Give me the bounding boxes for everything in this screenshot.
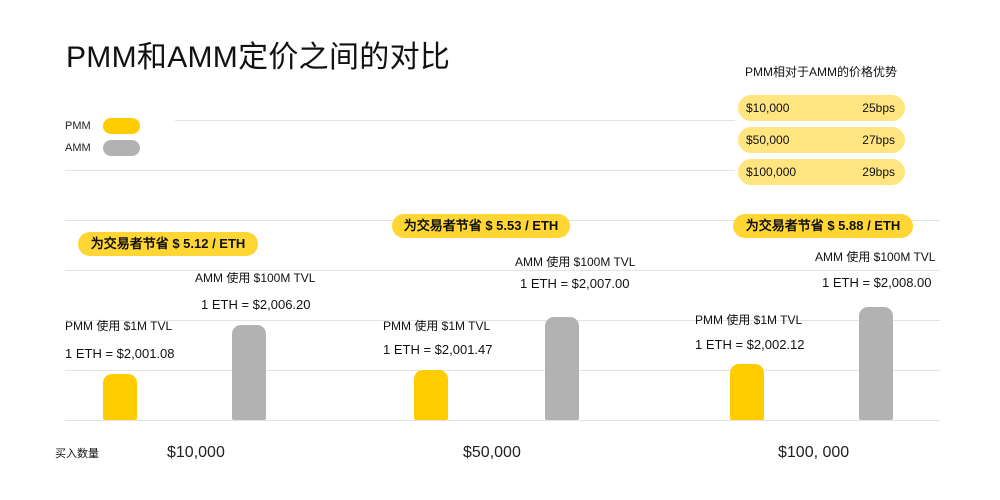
pmm-price-label: 1 ETH = $2,001.08 (65, 346, 175, 361)
amm-tvl-label: AMM 使用 $100M TVL (815, 250, 936, 264)
gridline (65, 270, 940, 271)
legend-label-pmm: PMM (65, 120, 91, 132)
bar-amm-50000 (545, 316, 579, 420)
x-tick-label: $100, 000 (778, 444, 850, 461)
advantage-bps: 29bps (862, 165, 895, 179)
bar-amm-100000 (859, 307, 893, 420)
savings-callout-10000: 为交易者节省 $ 5.12 / ETH (78, 232, 258, 256)
baseline-gridline (65, 420, 940, 421)
amm-price-label: 1 ETH = $2,006.20 (201, 297, 311, 312)
amm-price-label: 1 ETH = $2,007.00 (520, 276, 630, 291)
legend-swatch-amm (103, 140, 140, 156)
pmm-price-label: 1 ETH = $2,001.47 (383, 342, 493, 357)
legend-swatch-pmm (103, 118, 140, 134)
legend-label-amm: AMM (65, 142, 91, 154)
pmm-tvl-label: PMM 使用 $1M TVL (65, 319, 173, 333)
price-advantage-row: $50,000 27bps (738, 127, 905, 153)
gridline (65, 370, 940, 371)
gridline (65, 170, 735, 171)
price-advantage-title: PMM相对于AMM的价格优势 (745, 65, 897, 79)
amm-tvl-label: AMM 使用 $100M TVL (195, 271, 316, 285)
advantage-amount: $10,000 (746, 101, 790, 115)
advantage-amount: $50,000 (746, 133, 790, 147)
x-tick-label: $50,000 (463, 444, 521, 461)
x-axis-label: 买入数量 (55, 448, 99, 460)
price-advantage-row: $100,000 29bps (738, 159, 905, 185)
advantage-bps: 27bps (862, 133, 895, 147)
savings-callout-50000: 为交易者节省 $ 5.53 / ETH (392, 214, 570, 238)
gridline (175, 120, 735, 121)
pmm-price-label: 1 ETH = $2,002.12 (695, 337, 805, 352)
savings-callout-100000: 为交易者节省 $ 5.88 / ETH (733, 214, 913, 238)
x-tick-label: $10,000 (167, 444, 225, 461)
price-advantage-row: $10,000 25bps (738, 95, 905, 121)
amm-price-label: 1 ETH = $2,008.00 (822, 275, 932, 290)
bar-pmm-10000 (103, 373, 137, 420)
pmm-tvl-label: PMM 使用 $1M TVL (695, 313, 803, 327)
advantage-bps: 25bps (862, 101, 895, 115)
bar-pmm-100000 (730, 363, 764, 420)
gridline (65, 320, 940, 321)
bar-pmm-50000 (414, 370, 448, 420)
chart-title: PMM和AMM定价之间的对比 (66, 41, 451, 74)
amm-tvl-label: AMM 使用 $100M TVL (515, 255, 636, 269)
advantage-amount: $100,000 (746, 165, 797, 179)
bar-amm-10000 (232, 324, 266, 420)
pmm-tvl-label: PMM 使用 $1M TVL (383, 319, 491, 333)
